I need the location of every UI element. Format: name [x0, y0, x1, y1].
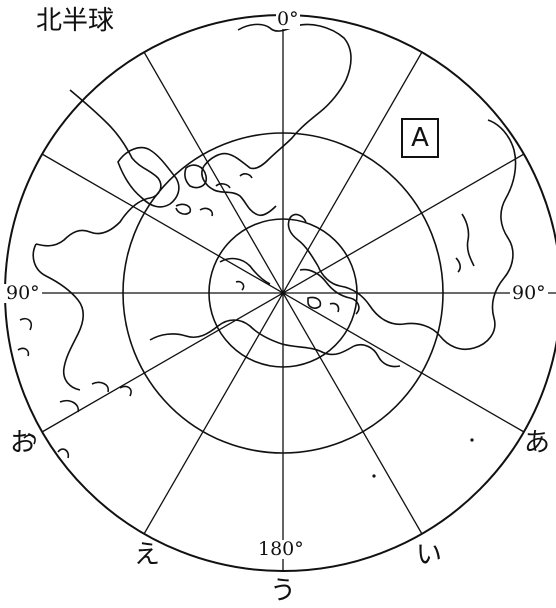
japan	[455, 213, 475, 273]
africa-europe-coast	[203, 23, 352, 170]
greenland	[117, 146, 180, 208]
meridian-150	[143, 51, 423, 535]
canada-islands	[184, 164, 214, 217]
kamchatka	[353, 343, 401, 368]
degree-label-top: 0°	[276, 8, 300, 30]
asia-coast	[439, 119, 517, 351]
alaska-coast	[149, 319, 355, 356]
aleutian-islands	[59, 381, 132, 413]
degree-label-bottom: 180°	[256, 538, 306, 560]
dot-mark	[372, 474, 376, 478]
americas-south	[32, 243, 85, 391]
asia-south	[317, 265, 441, 337]
asia-north	[287, 213, 319, 267]
line-label-a: あ	[524, 428, 551, 458]
coastlines	[17, 23, 517, 459]
meridian-lines	[5, 15, 556, 571]
page-title: 北半球	[36, 6, 115, 36]
region-label-box: A	[401, 118, 439, 158]
left-bottom-islands	[17, 317, 70, 459]
europe-islands	[175, 173, 253, 215]
line-label-u: う	[270, 576, 297, 606]
polar-coast	[219, 257, 360, 315]
line-label-i: い	[416, 540, 443, 570]
degree-label-right: 90°	[510, 282, 548, 304]
degree-label-left: 90°	[4, 282, 42, 304]
line-label-e: え	[134, 540, 161, 570]
dot-mark	[470, 438, 474, 442]
small-marks	[372, 438, 474, 478]
polar-islands	[235, 280, 340, 313]
line-label-o: お	[10, 428, 37, 458]
americas-coast	[35, 89, 162, 247]
europe-peninsula	[201, 165, 277, 217]
